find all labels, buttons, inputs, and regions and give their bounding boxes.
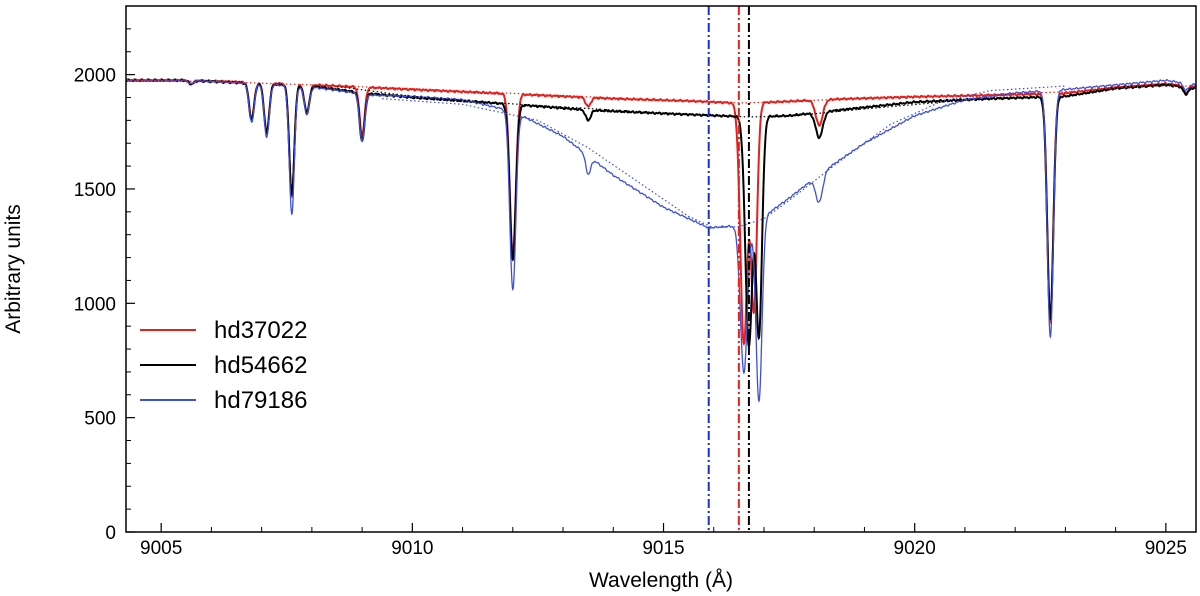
series-line-hd37022 [126, 78, 1196, 347]
x-tick-label-9020: 9020 [894, 538, 936, 559]
series-line-hd79186 [126, 78, 1196, 403]
legend-label-hd37022: hd37022 [214, 317, 307, 344]
y-tick-label-2000: 2000 [74, 66, 116, 87]
y-tick-label-1000: 1000 [74, 294, 116, 315]
plot-frame [125, 5, 1197, 533]
legend-label-hd54662: hd54662 [214, 352, 307, 379]
x-tick-label-9005: 9005 [140, 538, 182, 559]
x-tick-label-9010: 9010 [391, 538, 433, 559]
x-tick-label-9015: 9015 [642, 538, 684, 559]
series-line-hd54662 [126, 78, 1196, 349]
legend: hd37022 hd54662 hd79186 [140, 317, 307, 414]
y-tick-label-500: 500 [84, 409, 116, 430]
fit-curve-hd79186-fit [382, 85, 1066, 229]
x-tick-label-9025: 9025 [1145, 538, 1187, 559]
y-tick-label-1500: 1500 [74, 180, 116, 201]
y-axis-title: Arbitrary units [2, 204, 25, 334]
legend-label-hd79186: hd79186 [214, 387, 307, 414]
y-tick-label-0: 0 [105, 523, 116, 544]
x-axis-title: Wavelength (Å) [589, 569, 733, 592]
